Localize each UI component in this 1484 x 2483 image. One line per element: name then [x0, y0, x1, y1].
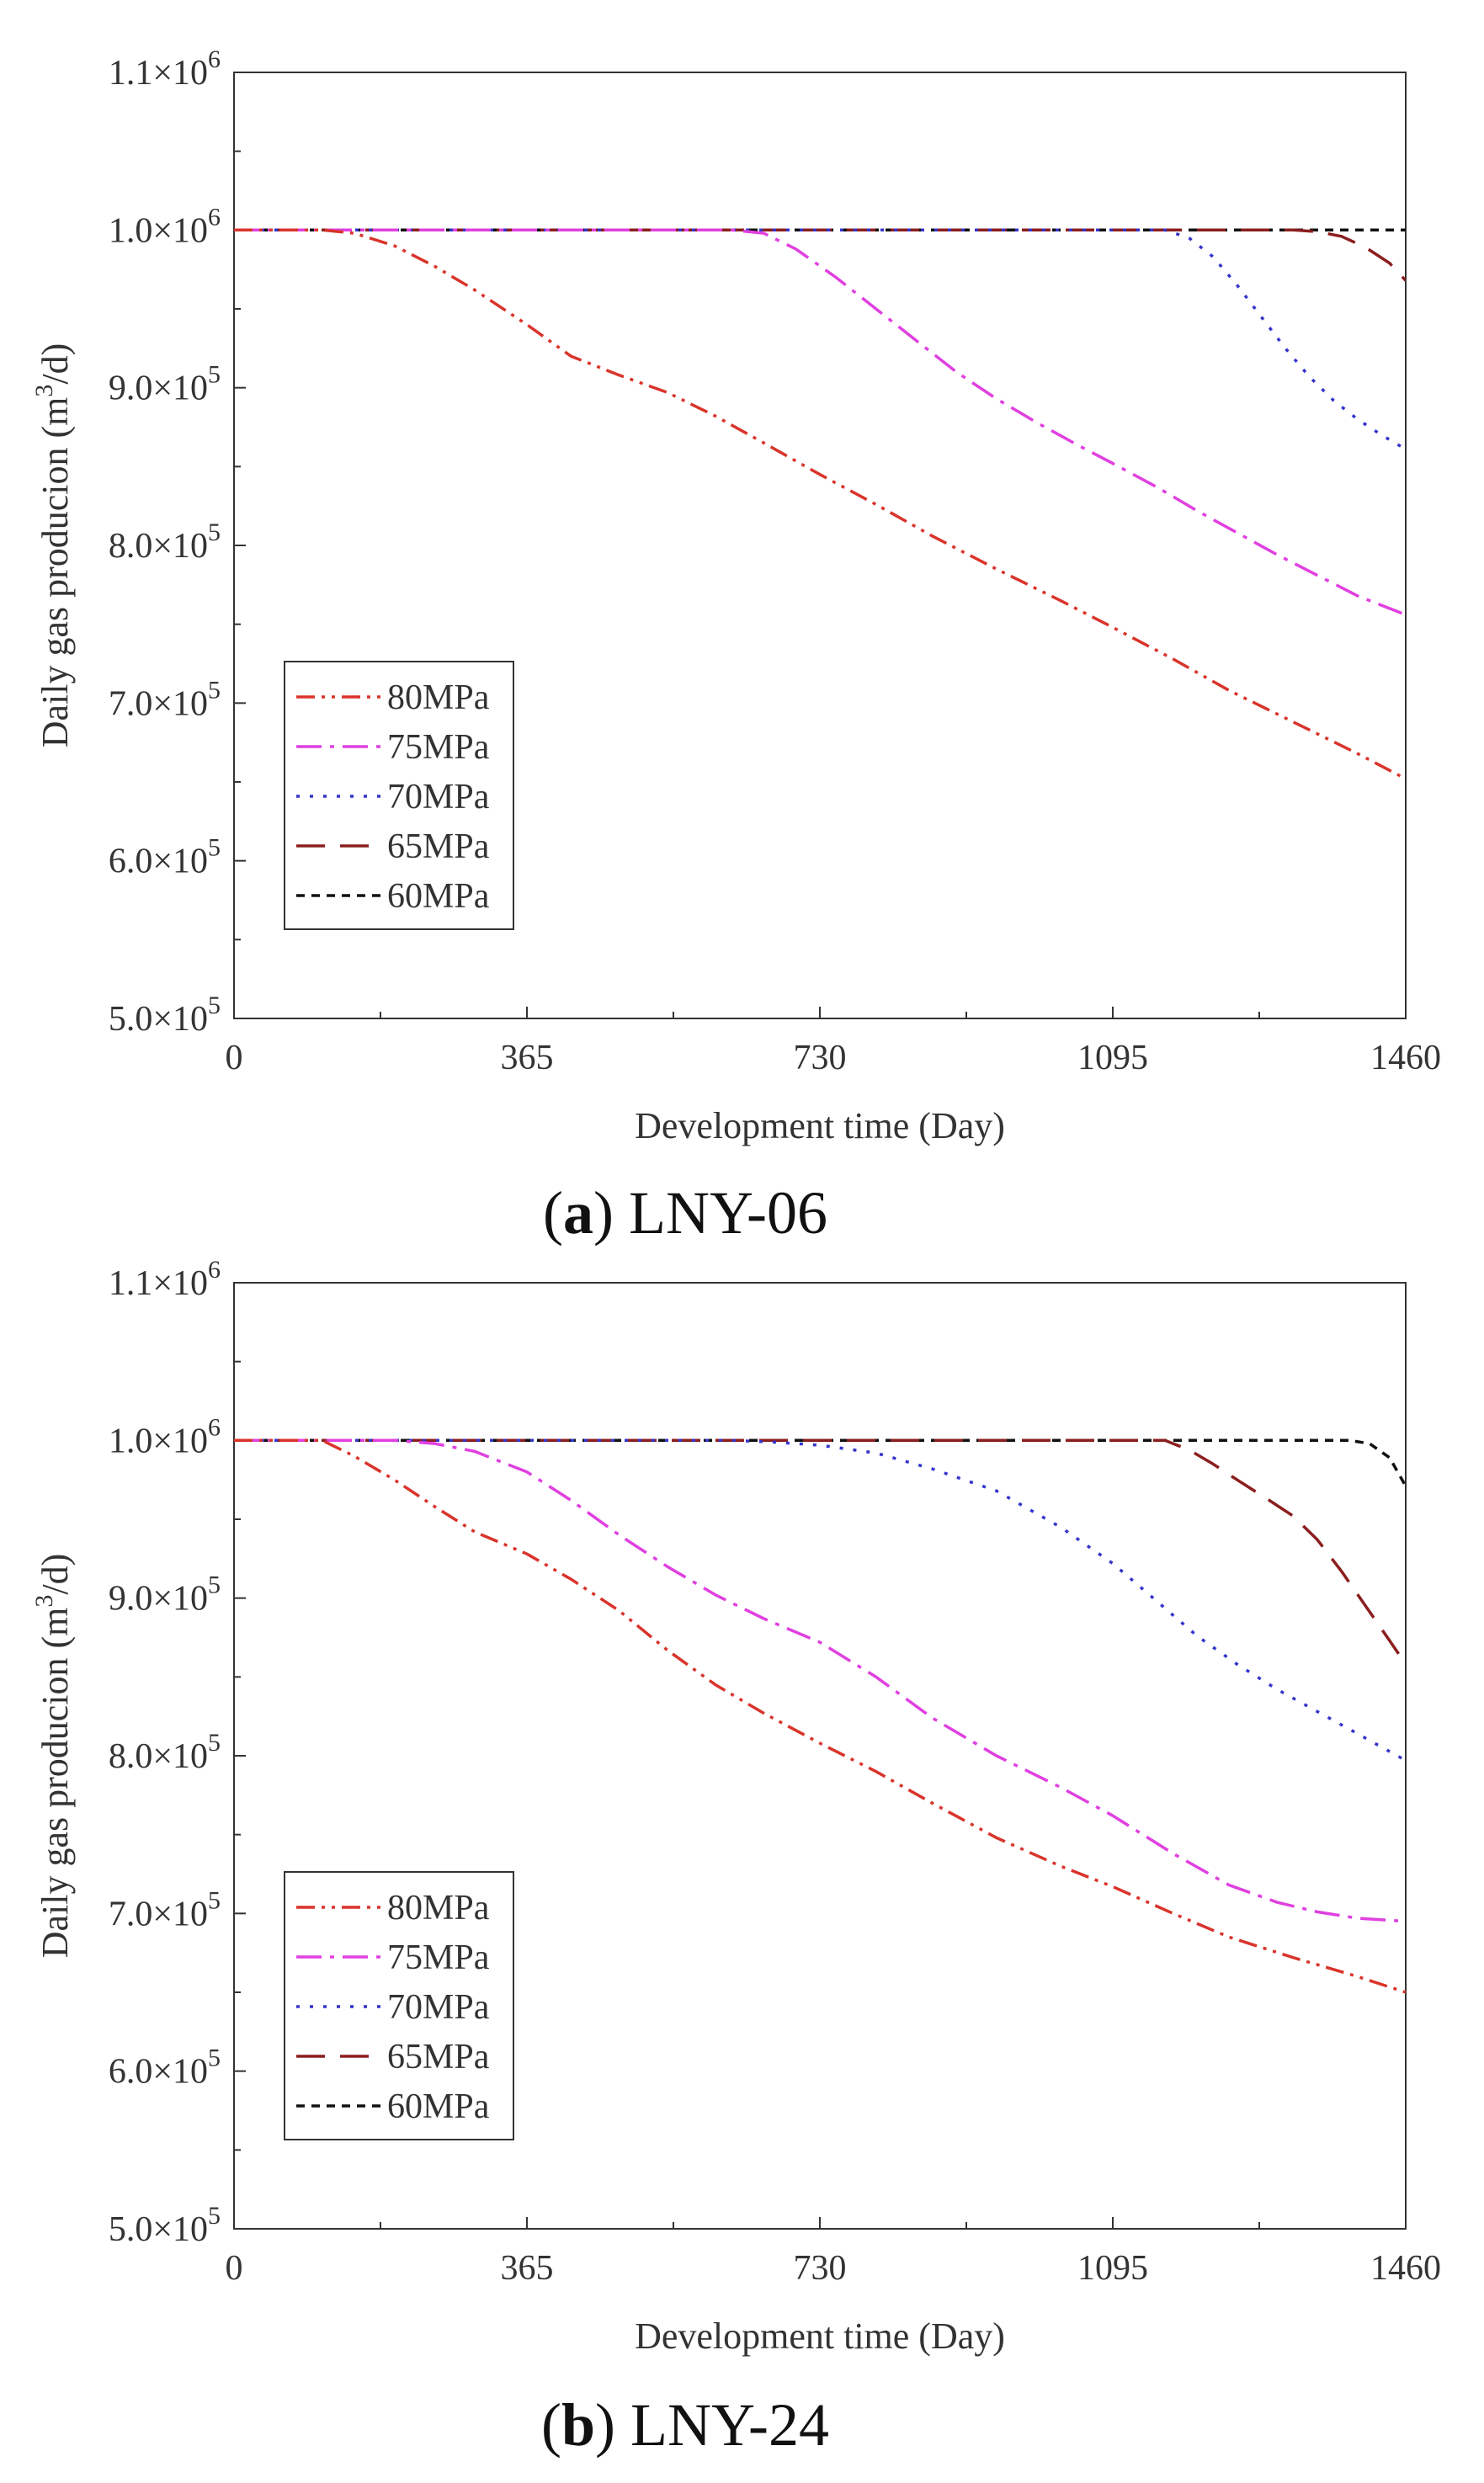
y-tick-mantissa: 5.0×10 [109, 1000, 208, 1039]
x-axis-title: Development time (Day) [635, 2316, 1005, 2357]
legend-label: 75MPa [387, 728, 490, 767]
legend-label: 80MPa [387, 678, 490, 717]
y-tick-label: 6.0×105 [109, 834, 221, 881]
y-axis-title-text: Daily gas producion (m [35, 1608, 76, 1959]
y-tick-label: 8.0×105 [109, 518, 221, 566]
panel-caption: (a) LNY-06 [543, 1179, 827, 1247]
legend-label: 70MPa [387, 778, 490, 816]
x-tick-label: 730 [794, 2249, 847, 2288]
y-tick-label: 9.0×105 [109, 1571, 221, 1619]
x-tick-label: 1460 [1370, 2249, 1441, 2288]
y-tick-exponent: 5 [208, 361, 221, 389]
y-tick-exponent: 5 [208, 1571, 221, 1599]
y-tick-label: 5.0×105 [109, 992, 221, 1039]
legend-label: 75MPa [387, 1938, 490, 1977]
y-axis-title-sup: 3 [30, 385, 58, 397]
y-axis-title: Daily gas producion (m3/d) [30, 343, 76, 748]
y-tick-label: 1.1×106 [109, 45, 221, 93]
legend-label: 70MPa [387, 1988, 490, 2027]
y-axis-title: Daily gas producion (m3/d) [30, 1554, 76, 1959]
legend [284, 1871, 514, 2140]
series-line-75MPa [234, 228, 1406, 617]
y-tick-exponent: 5 [208, 1886, 221, 1914]
y-tick-exponent: 6 [208, 1256, 221, 1284]
caption-well-name: LNY-24 [630, 2391, 829, 2459]
legend-label: 80MPa [387, 1889, 490, 1927]
legend-label: 65MPa [387, 827, 490, 866]
x-tick-label: 1095 [1077, 2249, 1148, 2288]
y-tick-label: 1.1×106 [109, 1256, 221, 1303]
y-tick-mantissa: 7.0×10 [109, 684, 208, 723]
y-tick-exponent: 5 [208, 2044, 221, 2072]
x-axis-title: Development time (Day) [635, 1105, 1005, 1146]
caption-panel-letter: b [561, 2391, 595, 2459]
y-tick-mantissa: 1.1×10 [109, 54, 208, 93]
y-tick-exponent: 6 [208, 45, 221, 73]
x-tick-label: 0 [226, 1039, 243, 1077]
y-tick-mantissa: 9.0×10 [109, 1580, 208, 1619]
y-tick-label: 7.0×105 [109, 676, 221, 723]
y-tick-exponent: 5 [208, 676, 221, 704]
panel-b: 5.0×1056.0×1057.0×1058.0×1059.0×1051.0×1… [30, 1256, 1441, 2459]
y-tick-label: 9.0×105 [109, 361, 221, 408]
series-line-65MPa [234, 228, 1406, 282]
x-tick-label: 1460 [1370, 1039, 1441, 1077]
x-tick-label: 1095 [1077, 1039, 1148, 1077]
series-line-60MPa [234, 1438, 1406, 1487]
series-line-70MPa [234, 228, 1406, 451]
y-tick-exponent: 5 [208, 518, 221, 546]
series-line-75MPa [234, 1438, 1406, 1923]
y-axis-title-sup: 3 [30, 1595, 58, 1608]
y-tick-mantissa: 8.0×10 [109, 527, 208, 566]
y-tick-mantissa: 8.0×10 [109, 1737, 208, 1776]
caption-open-paren: ( [541, 2391, 561, 2459]
x-tick-label: 365 [501, 1039, 554, 1077]
y-tick-exponent: 5 [208, 992, 221, 1019]
y-tick-mantissa: 1.0×10 [109, 211, 208, 250]
y-axis-title-unit: /d) [35, 1554, 76, 1595]
series-line-80MPa [234, 1438, 1406, 1994]
caption-open-paren: ( [543, 1179, 563, 1247]
y-tick-label: 1.0×106 [109, 203, 221, 250]
series-line-80MPa [234, 228, 1406, 780]
legend [284, 661, 514, 930]
y-tick-mantissa: 1.0×10 [109, 1422, 208, 1460]
y-tick-label: 5.0×105 [109, 2202, 221, 2249]
legend-label: 60MPa [387, 2087, 490, 2126]
panel-a: 5.0×1056.0×1057.0×1058.0×1059.0×1051.0×1… [30, 45, 1441, 1247]
y-tick-label: 8.0×105 [109, 1729, 221, 1776]
x-tick-label: 365 [501, 2249, 554, 2288]
y-tick-mantissa: 6.0×10 [109, 2053, 208, 2092]
y-tick-mantissa: 7.0×10 [109, 1895, 208, 1933]
caption-close-paren: ) [593, 1179, 629, 1247]
y-tick-mantissa: 5.0×10 [109, 2210, 208, 2249]
y-tick-label: 6.0×105 [109, 2044, 221, 2092]
y-tick-label: 1.0×106 [109, 1413, 221, 1460]
panel-caption: (b) LNY-24 [541, 2391, 829, 2459]
legend-label: 65MPa [387, 2038, 490, 2076]
x-tick-label: 0 [226, 2249, 243, 2288]
y-tick-exponent: 5 [208, 2202, 221, 2230]
y-tick-exponent: 6 [208, 1413, 221, 1441]
caption-panel-letter: a [563, 1179, 593, 1247]
caption-well-name: LNY-06 [629, 1179, 827, 1247]
y-tick-exponent: 5 [208, 1729, 221, 1757]
y-tick-mantissa: 9.0×10 [109, 370, 208, 408]
series-line-65MPa [234, 1438, 1406, 1666]
y-tick-label: 7.0×105 [109, 1886, 221, 1933]
x-tick-label: 730 [794, 1039, 847, 1077]
y-axis-title-text: Daily gas producion (m [35, 397, 76, 748]
y-tick-exponent: 6 [208, 203, 221, 231]
y-tick-mantissa: 1.1×10 [109, 1264, 208, 1303]
legend-label: 60MPa [387, 877, 490, 916]
y-tick-mantissa: 6.0×10 [109, 843, 208, 881]
caption-close-paren: ) [595, 2391, 630, 2459]
y-tick-exponent: 5 [208, 834, 221, 862]
y-axis-title-unit: /d) [35, 343, 76, 385]
